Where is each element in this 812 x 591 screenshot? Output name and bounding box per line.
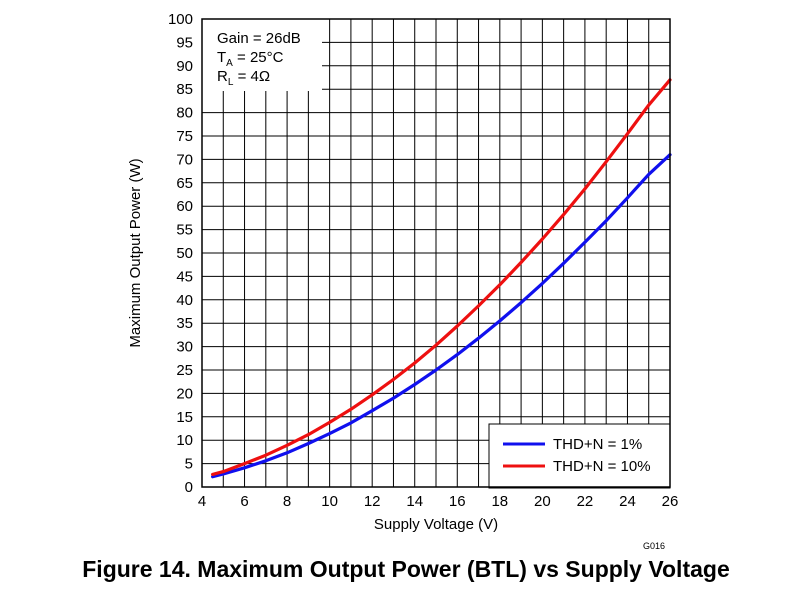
series-line-thd-10 <box>211 78 672 476</box>
figure-code: G016 <box>643 541 666 551</box>
annotation-gain: Gain = 26dB <box>217 30 301 47</box>
tick-labels: 4 6 8 10 12 14 16 18 20 22 24 26 0 5 10 15 20 25 30 35 40 45 5… <box>168 11 678 510</box>
x-tick-label: 24 <box>619 493 636 510</box>
x-tick-label: 18 <box>491 493 508 510</box>
x-tick-label: 14 <box>406 493 423 510</box>
series-layer <box>211 78 672 479</box>
legend-label-thd-10: THD+N = 10% <box>553 458 651 475</box>
annotation-rl-rest: = 4Ω <box>233 68 270 85</box>
y-tick-label: 5 <box>185 456 193 473</box>
y-tick-label: 60 <box>176 198 193 215</box>
annotation-box <box>202 19 322 91</box>
x-tick-label: 8 <box>283 493 291 510</box>
figure-caption: Figure 14. Maximum Output Power (BTL) vs… <box>82 556 730 582</box>
y-tick-label: 55 <box>176 222 193 239</box>
x-tick-label: 6 <box>240 493 248 510</box>
series-line-thd-1 <box>211 153 672 479</box>
legend-label-thd-1: THD+N = 1% <box>553 436 642 453</box>
y-tick-label: 40 <box>176 292 193 309</box>
x-tick-label: 26 <box>662 493 679 510</box>
annotation-rl-main: R <box>217 68 228 85</box>
x-tick-label: 20 <box>534 493 551 510</box>
y-tick-label: 95 <box>176 34 193 51</box>
y-tick-label: 85 <box>176 81 193 98</box>
chart-canvas: Gain = 26dB TA = 25°C RL = 4Ω THD+N = 1%… <box>127 11 678 533</box>
y-tick-label: 80 <box>176 105 193 122</box>
y-tick-label: 0 <box>185 479 193 496</box>
y-tick-label: 50 <box>176 245 193 262</box>
x-tick-label: 16 <box>449 493 466 510</box>
y-tick-label: 100 <box>168 11 193 28</box>
y-tick-label: 15 <box>176 409 193 426</box>
y-tick-label: 25 <box>176 362 193 379</box>
y-tick-label: 30 <box>176 339 193 356</box>
annotation-rl-sub: L <box>228 77 234 88</box>
annotation-load-resistance: RL = 4Ω <box>217 68 270 88</box>
y-axis-title: Maximum Output Power (W) <box>127 158 144 347</box>
y-tick-label: 70 <box>176 151 193 168</box>
annotation-ta-rest: = 25°C <box>233 49 284 66</box>
y-tick-label: 20 <box>176 385 193 402</box>
x-tick-label: 22 <box>577 493 594 510</box>
annotation-ta-sub: A <box>226 58 233 69</box>
y-tick-label: 10 <box>176 432 193 449</box>
annotation-ambient-temp: TA = 25°C <box>217 49 284 69</box>
y-tick-label: 75 <box>176 128 193 145</box>
x-tick-label: 12 <box>364 493 381 510</box>
y-tick-label: 35 <box>176 315 193 332</box>
x-axis-title: Supply Voltage (V) <box>374 516 498 533</box>
y-tick-label: 65 <box>176 175 193 192</box>
x-tick-label: 10 <box>321 493 338 510</box>
annotation-ta-main: T <box>217 49 226 66</box>
x-tick-label: 4 <box>198 493 206 510</box>
legend-box <box>488 423 671 489</box>
y-tick-label: 90 <box>176 58 193 75</box>
y-tick-label: 45 <box>176 268 193 285</box>
plot-frame <box>201 18 671 488</box>
